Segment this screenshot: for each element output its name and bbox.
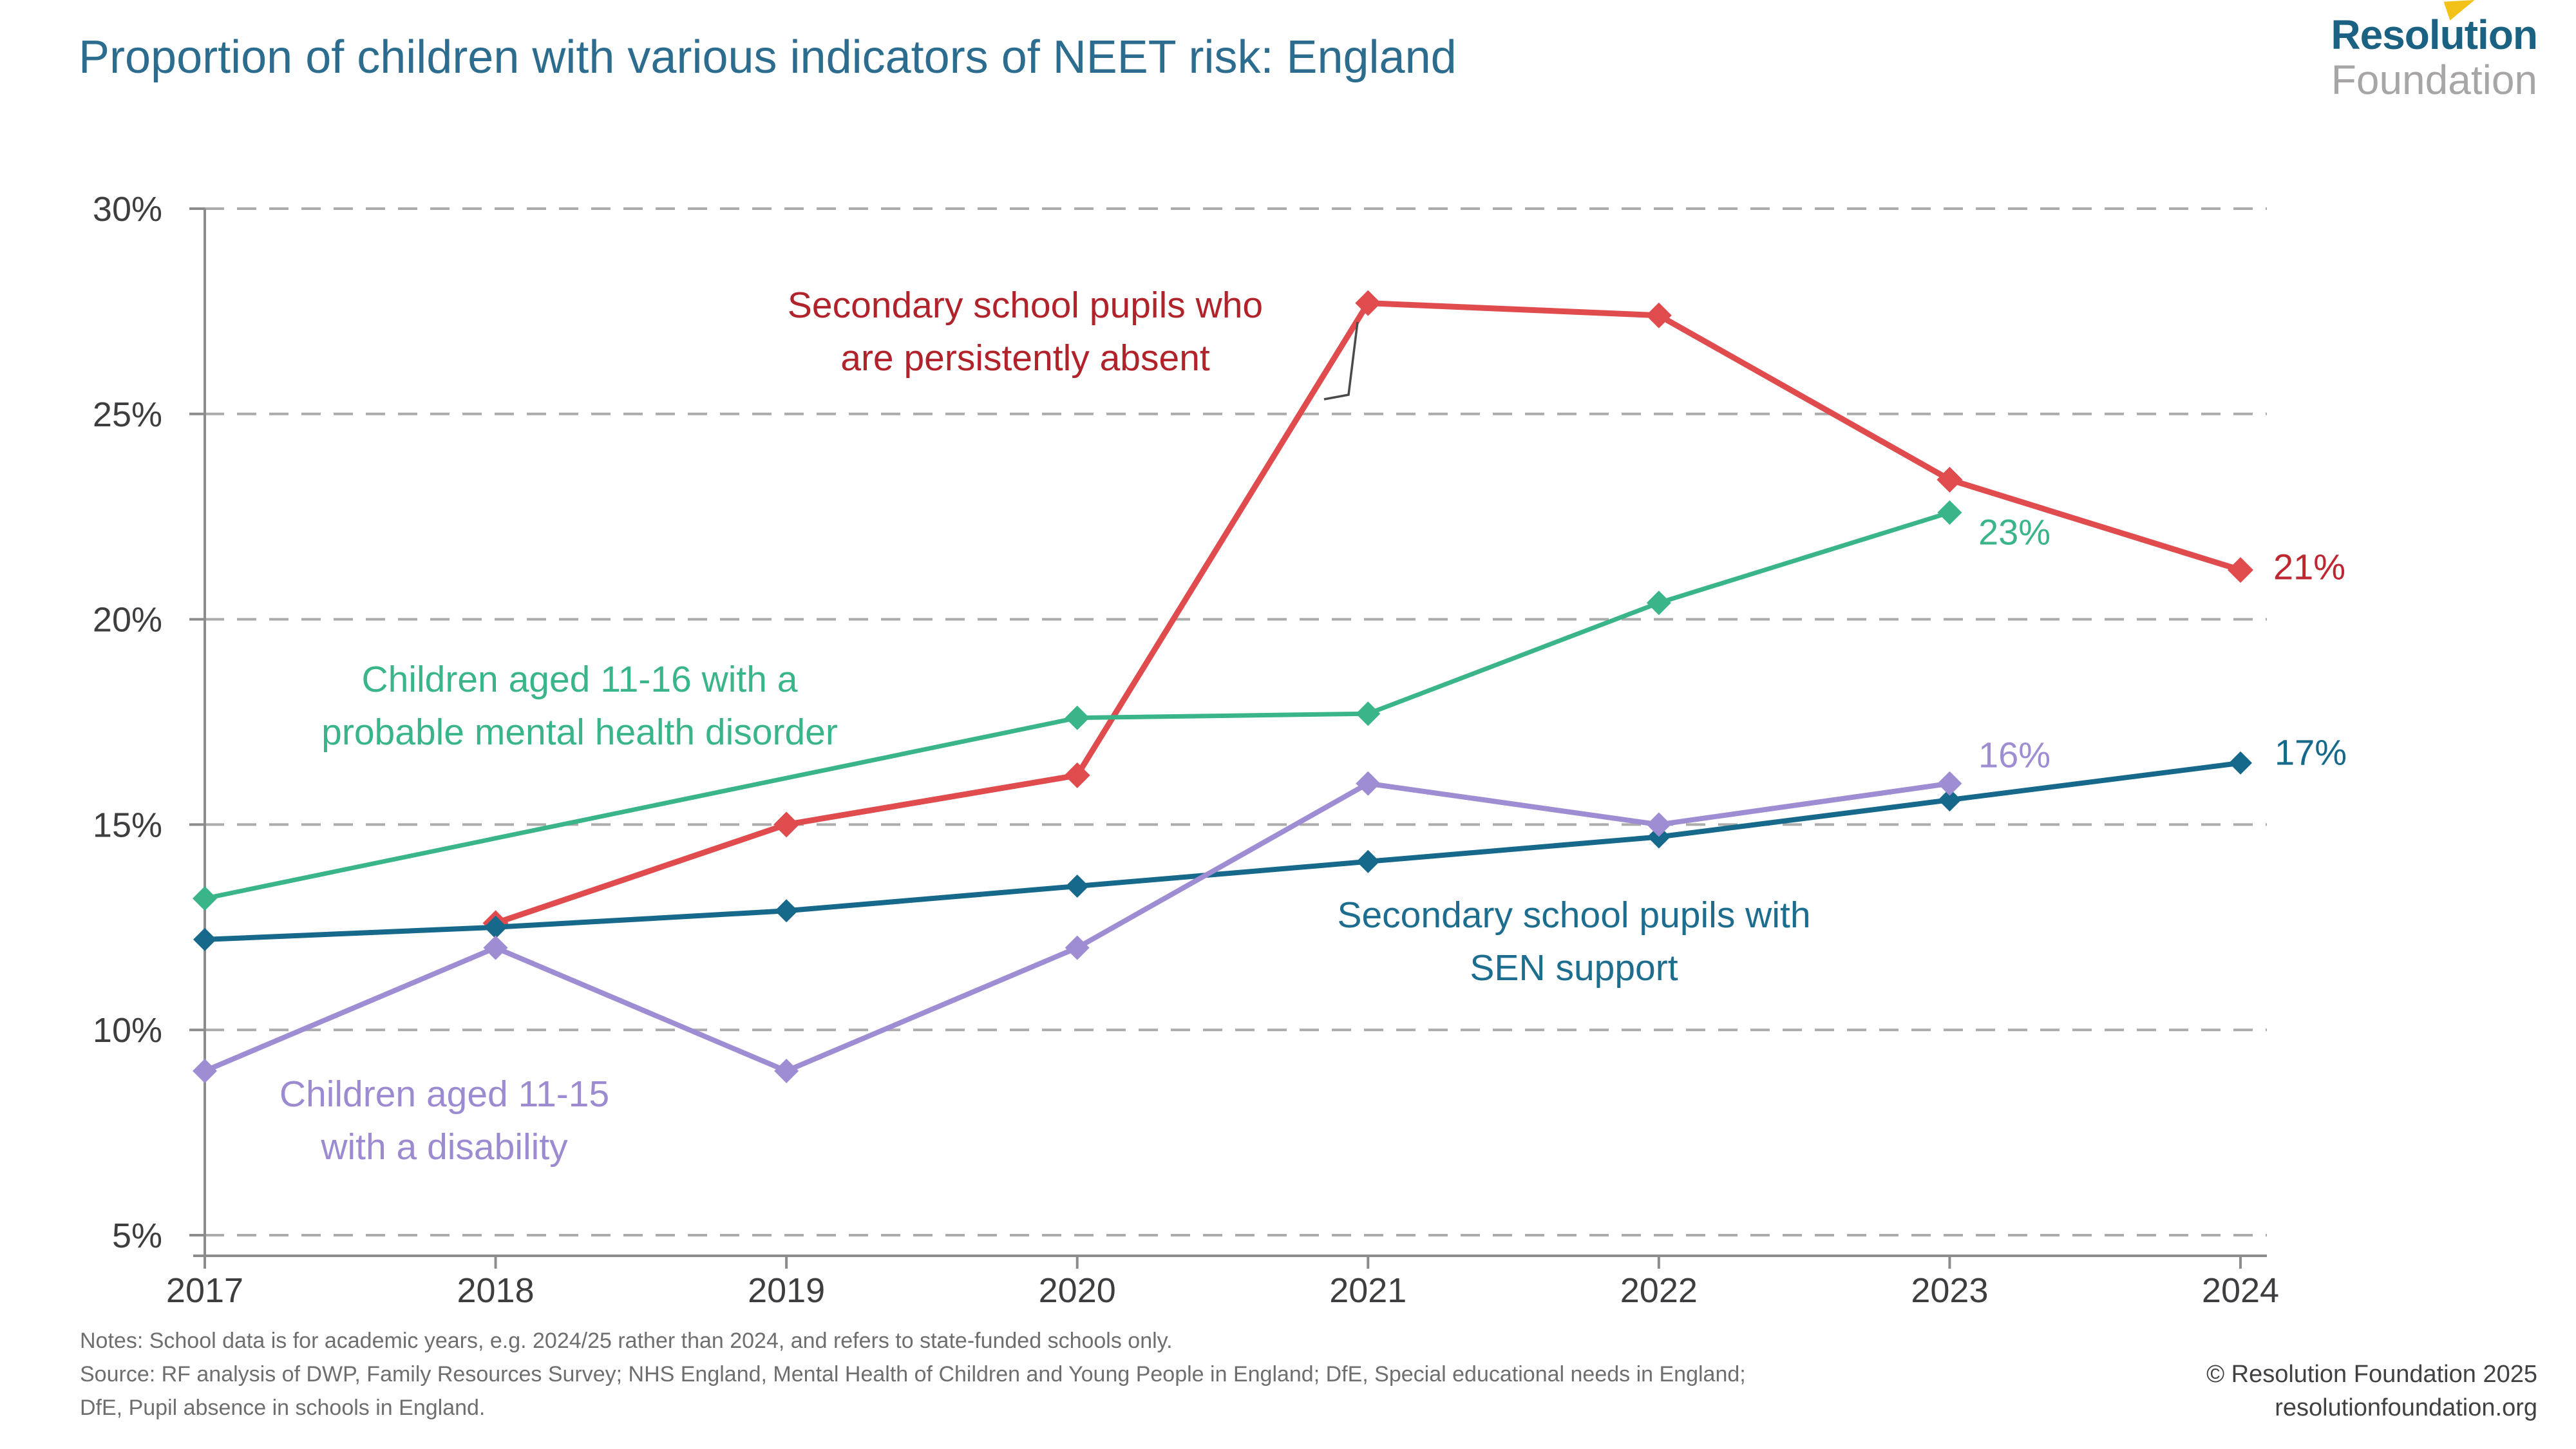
data-point-sen-support-2024 [2228,751,2252,775]
data-point-absent-2023 [1937,466,1963,493]
y-axis-label: 5% [112,1217,162,1255]
data-point-sen-support-2017 [193,927,216,951]
data-point-sen-support-2020 [1065,875,1089,898]
data-point-absent-2020 [1064,762,1090,788]
data-point-sen-support-2019 [775,899,799,923]
data-point-mental-health-2021 [1356,701,1381,726]
logo-wordmark-resolution: Resolution [2331,14,2538,55]
x-axis-label: 2017 [166,1271,243,1310]
data-point-mental-health-2017 [193,886,218,911]
data-point-absent-2024 [2227,557,2253,583]
x-axis-label: 2019 [748,1271,825,1310]
series-line-sen-support [204,760,2241,942]
data-point-mental-health-2022 [1646,591,1671,616]
y-axis-label: 30% [93,190,162,229]
x-axis-label: 2022 [1620,1271,1698,1310]
website-text: resolutionfoundation.org [2275,1394,2537,1421]
data-point-absent-2021 [1355,290,1381,316]
data-point-mental-health-2020 [1065,705,1090,730]
x-axis-label: 2021 [1329,1271,1406,1310]
data-point-disability-2021 [1356,771,1381,796]
notes-line: Notes: School data is for academic years… [80,1329,1173,1353]
page-title: Proportion of children with various indi… [79,32,1457,83]
resolution-foundation-logo: Resolution Foundation [2331,14,2538,103]
data-point-mental-health-2023 [1937,500,1962,525]
series-line-absent [495,300,2242,926]
data-point-sen-support-2021 [1356,849,1380,873]
notes-line: Source: RF analysis of DWP, Family Resou… [80,1362,1746,1387]
x-axis-label: 2020 [1039,1271,1116,1310]
series-line-mental-health [204,510,1951,901]
data-point-disability-2023 [1937,771,1962,796]
y-axis-label: 25% [93,395,162,434]
x-axis-label: 2018 [457,1271,534,1310]
x-axis-label: 2023 [1911,1271,1988,1310]
chart-notes: Notes: School data is for academic years… [80,1324,1746,1425]
annotation-leader-line [1323,321,1359,401]
data-point-disability-2018 [483,935,508,960]
chart-footer: © Resolution Foundation 2025 resolutionf… [2206,1358,2537,1425]
data-point-disability-2017 [192,1058,217,1083]
data-point-absent-2019 [773,811,800,838]
y-axis-label: 10% [93,1011,162,1050]
y-axis-label: 20% [93,601,162,639]
logo-wordmark-foundation: Foundation [2331,57,2537,103]
x-axis-label: 2024 [2202,1271,2279,1310]
copyright-text: © Resolution Foundation 2025 [2206,1361,2537,1388]
data-point-absent-2022 [1645,302,1672,328]
data-point-disability-2020 [1065,935,1090,960]
y-axis-label: 15% [93,806,162,844]
notes-line: DfE, Pupil absence in schools in England… [80,1396,486,1420]
data-point-disability-2019 [774,1058,799,1083]
data-point-disability-2022 [1646,812,1671,837]
